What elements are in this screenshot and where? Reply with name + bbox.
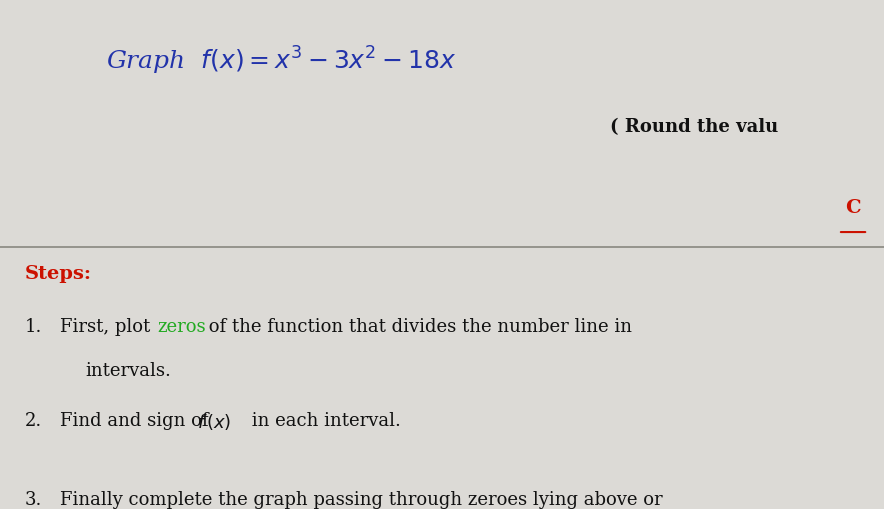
Text: in each interval.: in each interval.	[246, 412, 400, 430]
Text: C: C	[845, 199, 861, 217]
Text: Finally complete the graph passing through zeroes lying above or: Finally complete the graph passing throu…	[60, 491, 663, 508]
Text: 1.: 1.	[25, 318, 42, 335]
Text: of the function that divides the number line in: of the function that divides the number …	[203, 318, 632, 335]
Text: 3.: 3.	[25, 491, 42, 508]
Text: intervals.: intervals.	[85, 362, 171, 380]
Text: 2.: 2.	[25, 412, 42, 430]
Text: Steps:: Steps:	[25, 265, 92, 283]
Text: $f\,(x)$: $f\,(x)$	[197, 412, 232, 432]
Text: zeros: zeros	[157, 318, 206, 335]
Text: Find and sign of: Find and sign of	[60, 412, 214, 430]
Text: Graph  $f(x) = x^3 - 3x^2 - 18x$: Graph $f(x) = x^3 - 3x^2 - 18x$	[106, 44, 456, 77]
Text: ( Round the valu: ( Round the valu	[610, 119, 778, 136]
Text: First, plot: First, plot	[60, 318, 156, 335]
